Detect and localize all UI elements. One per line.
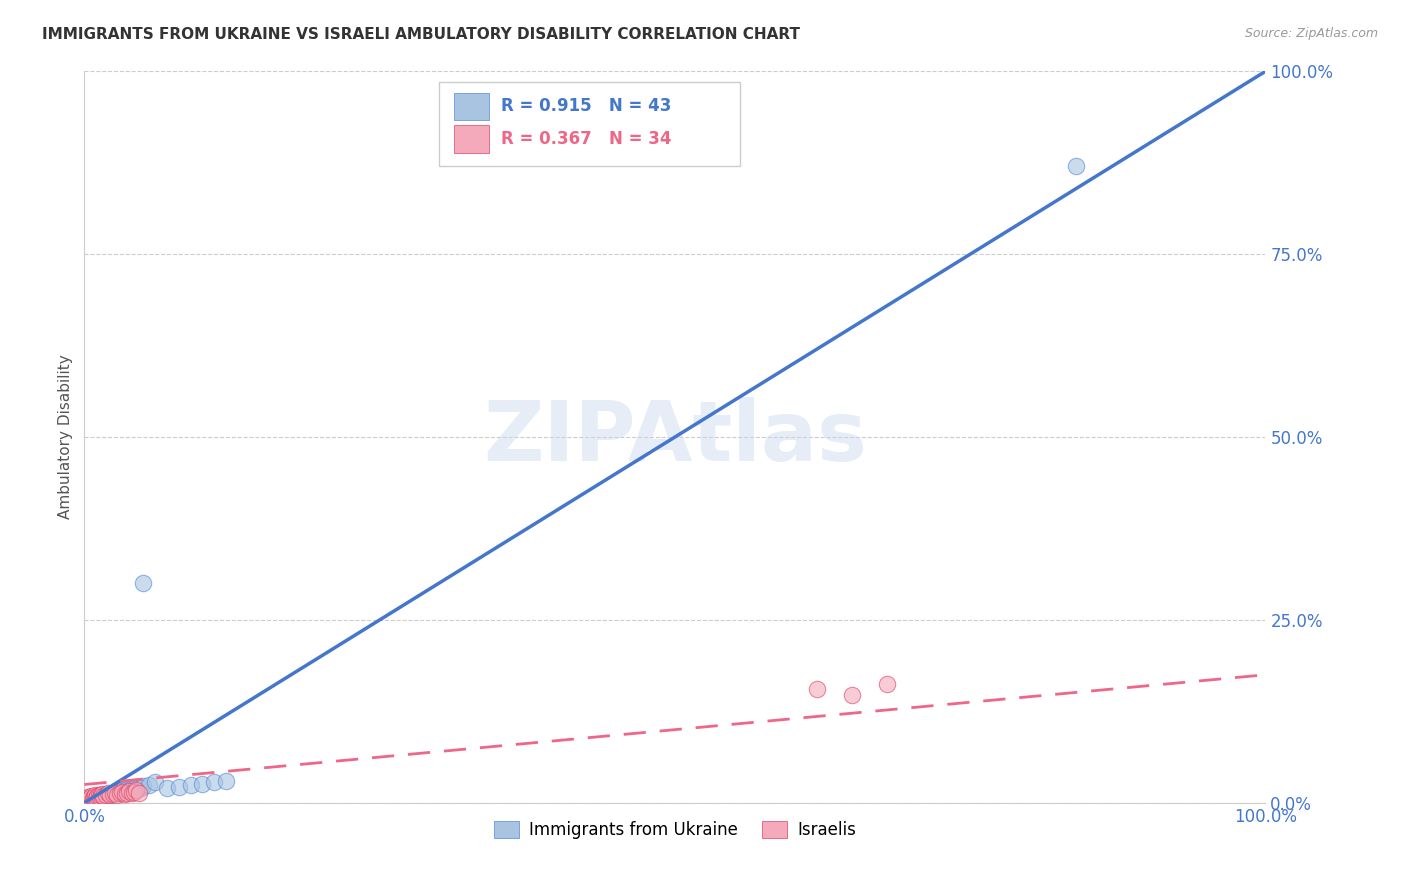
Point [101,787,124,801]
Point [156,781,179,796]
Point [76,791,98,805]
Point [94,788,117,802]
Point [180,778,202,792]
Point [84,789,107,804]
Point [114,783,136,797]
Point [202,775,225,789]
Point [107,788,129,802]
Point [82,792,104,806]
Point [104,785,127,799]
Point [118,782,141,797]
Point [122,781,145,796]
Point [79,790,101,805]
Point [111,785,134,799]
Point [86,790,108,805]
Point [108,784,131,798]
Point [98,789,121,803]
Point [132,576,155,591]
Point [84,790,107,805]
Text: R = 0.915   N = 43: R = 0.915 N = 43 [502,97,672,115]
Legend: Immigrants from Ukraine, Israelis: Immigrants from Ukraine, Israelis [486,814,863,846]
Point [90,789,112,803]
Point [89,789,111,804]
Point [87,788,110,802]
Point [125,780,148,795]
Point [94,789,117,803]
Point [115,786,138,800]
Point [122,785,145,799]
Point [167,780,190,794]
Text: IMMIGRANTS FROM UKRAINE VS ISRAELI AMBULATORY DISABILITY CORRELATION CHART: IMMIGRANTS FROM UKRAINE VS ISRAELI AMBUL… [42,27,800,42]
Point [114,787,136,801]
Point [107,786,129,800]
Point [91,789,114,804]
Text: R = 0.367   N = 34: R = 0.367 N = 34 [502,129,672,148]
Point [91,789,114,804]
Point [125,783,148,797]
Point [84,791,107,805]
Point [91,788,114,802]
Point [79,791,101,805]
Point [76,794,98,808]
Point [104,786,127,800]
Point [143,775,166,789]
Point [128,786,150,800]
FancyBboxPatch shape [454,93,489,120]
Point [80,793,103,807]
Text: Source: ZipAtlas.com: Source: ZipAtlas.com [1244,27,1378,40]
Point [101,786,124,800]
Point [129,781,152,796]
Point [98,788,121,802]
Point [80,789,103,804]
Point [806,682,828,697]
Point [75,793,97,807]
Point [128,780,150,794]
Y-axis label: Ambulatory Disability: Ambulatory Disability [58,355,73,519]
Point [841,688,863,702]
Point [77,792,100,806]
Point [75,794,97,808]
Point [97,787,120,801]
Point [77,792,100,806]
Point [215,773,238,788]
Point [1066,160,1088,174]
Point [89,789,111,804]
Point [115,781,138,796]
Point [82,791,104,805]
Point [83,789,105,804]
Point [87,789,110,804]
Point [138,778,160,792]
Point [77,789,100,804]
Text: ZIPAtlas: ZIPAtlas [482,397,868,477]
Point [132,779,155,793]
Point [191,777,214,791]
Point [876,677,898,691]
Point [84,789,107,803]
Point [118,784,141,798]
Point [111,782,134,797]
Point [86,789,108,804]
Point [97,786,120,800]
Point [121,786,143,800]
Point [83,790,105,805]
Point [108,786,131,800]
FancyBboxPatch shape [454,125,489,153]
Point [77,793,100,807]
FancyBboxPatch shape [439,82,740,167]
Point [121,781,143,796]
Point [90,789,112,803]
Point [91,787,114,801]
